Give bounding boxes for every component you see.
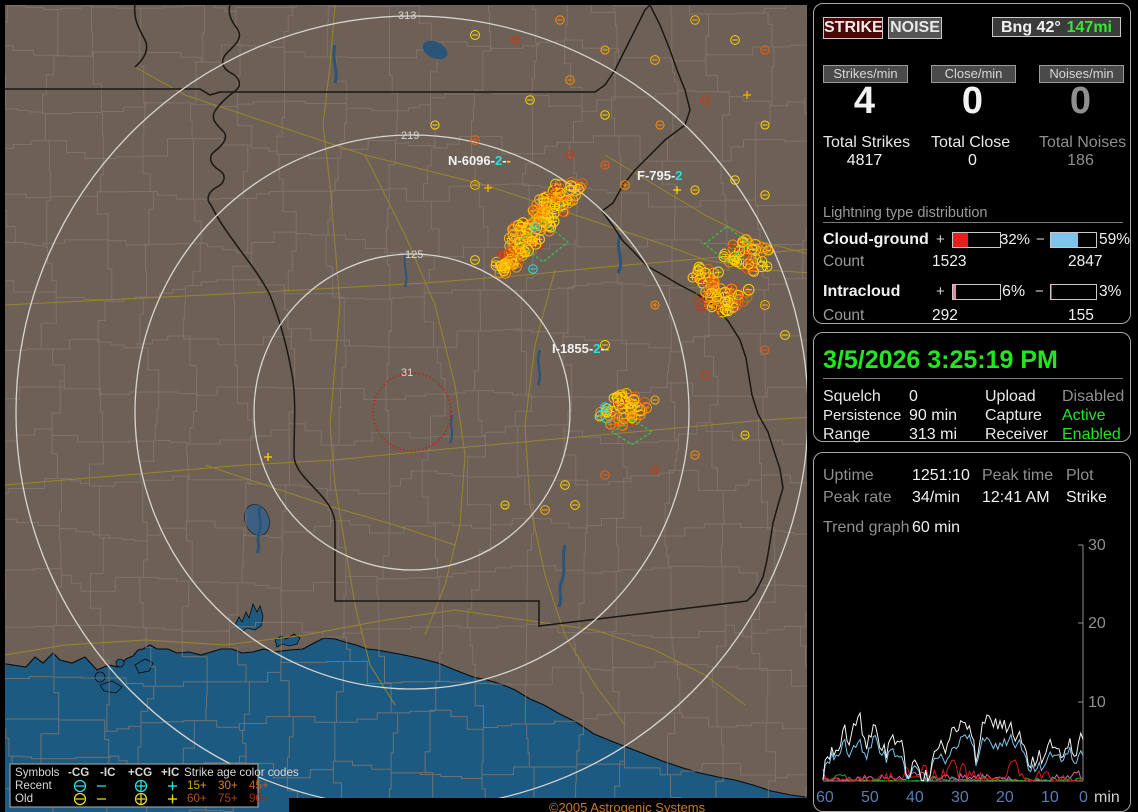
svg-text:75+: 75+: [218, 792, 238, 805]
svg-text:0: 0: [1079, 789, 1088, 806]
svg-text:+IC: +IC: [161, 766, 180, 779]
svg-text:-IC: -IC: [100, 766, 116, 779]
svg-text:-: -: [605, 341, 609, 356]
svg-text:313: 313: [398, 10, 416, 22]
svg-text:Symbols: Symbols: [15, 766, 60, 779]
svg-text:30: 30: [1088, 537, 1106, 554]
svg-text:40: 40: [906, 789, 924, 806]
svg-text:Recent: Recent: [15, 779, 53, 792]
svg-text:2: 2: [675, 168, 682, 183]
svg-text:2: 2: [495, 153, 502, 168]
svg-text:min: min: [1094, 789, 1120, 806]
svg-text:Old: Old: [15, 792, 33, 805]
svg-text:20: 20: [996, 789, 1014, 806]
svg-text:10: 10: [1041, 789, 1059, 806]
svg-text:©2005 Astrogenic Systems: ©2005 Astrogenic Systems: [549, 800, 706, 812]
svg-text:45+: 45+: [249, 779, 269, 792]
svg-text:+CG: +CG: [128, 766, 152, 779]
svg-text:F-795-: F-795-: [637, 168, 675, 183]
svg-text:Strike age color codes: Strike age color codes: [184, 766, 299, 779]
svg-text:10: 10: [1088, 694, 1106, 711]
svg-text:30: 30: [951, 789, 969, 806]
svg-text:219: 219: [401, 130, 419, 142]
svg-text:60+: 60+: [187, 792, 207, 805]
svg-text:125: 125: [405, 249, 423, 261]
svg-text:30+: 30+: [218, 779, 238, 792]
svg-text:15+: 15+: [187, 779, 207, 792]
svg-text:20: 20: [1088, 615, 1106, 632]
svg-text:-: -: [507, 153, 511, 168]
svg-text:2: 2: [593, 341, 600, 356]
svg-text:60: 60: [816, 789, 834, 806]
svg-text:I-1855-: I-1855-: [552, 341, 593, 356]
svg-text:N-6096-: N-6096-: [448, 153, 495, 168]
svg-text:50: 50: [861, 789, 879, 806]
svg-text:90+: 90+: [249, 792, 269, 805]
svg-text:-CG: -CG: [68, 766, 89, 779]
